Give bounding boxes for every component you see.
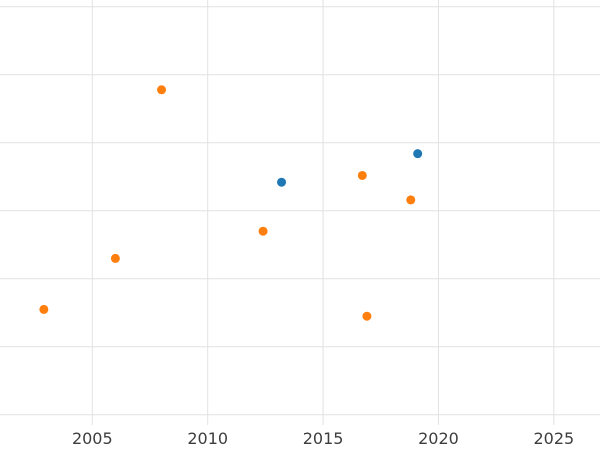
x-tick-label: 2015: [303, 429, 344, 448]
data-point-orange: [362, 311, 372, 321]
x-tick-label: 2025: [533, 429, 574, 448]
data-point-orange: [39, 304, 49, 314]
data-point-orange: [357, 170, 367, 180]
x-tick-label: 2010: [187, 429, 228, 448]
data-point-orange: [157, 85, 167, 95]
data-point-orange: [110, 253, 120, 263]
x-tick-label: 2005: [72, 429, 113, 448]
x-tick-label: 2020: [418, 429, 459, 448]
data-point-blue: [277, 177, 287, 187]
data-point-orange: [406, 195, 416, 205]
data-point-orange: [258, 226, 268, 236]
data-point-blue: [413, 149, 423, 159]
